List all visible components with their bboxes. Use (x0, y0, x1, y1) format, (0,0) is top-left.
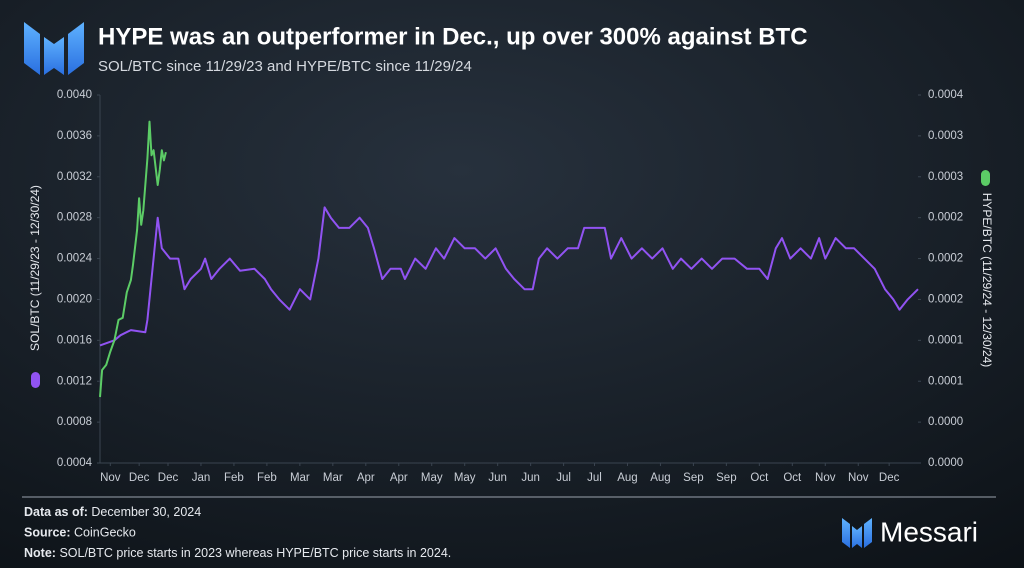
y2-tick-label: 0.0004 (928, 89, 964, 101)
footer-note-label: Data as of: (24, 505, 88, 519)
footer-note: Data as of: December 30, 2024 (24, 505, 201, 519)
x-tick-label: Feb (257, 472, 277, 484)
x-tick-label: Mar (323, 472, 343, 484)
footer-note: Source: CoinGecko (24, 526, 136, 540)
x-tick-label: Jan (192, 472, 211, 484)
y2-tick-label: 0.0002 (928, 293, 963, 305)
y-tick-label: 0.0008 (57, 416, 92, 428)
x-tick-label: Aug (617, 472, 637, 484)
y2-tick-label: 0.0001 (928, 375, 963, 387)
x-tick-label: Nov (815, 472, 836, 484)
x-tick-label: Apr (357, 472, 375, 484)
y-tick-label: 0.0016 (57, 334, 92, 346)
y2-tick-label: 0.0001 (928, 334, 963, 346)
x-tick-label: May (421, 472, 443, 484)
y2-tick-label: 0.0003 (928, 171, 963, 183)
y2-tick-label: 0.0003 (928, 130, 963, 142)
y-tick-label: 0.0040 (57, 89, 92, 101)
y-tick-label: 0.0036 (57, 130, 92, 142)
x-tick-label: May (454, 472, 476, 484)
x-tick-label: Jul (587, 472, 602, 484)
x-tick-label: Sep (683, 472, 703, 484)
brand-logo (842, 518, 872, 548)
x-tick-label: Dec (129, 472, 150, 484)
footer-note-label: Source: (24, 526, 71, 540)
legend-swatch (981, 170, 990, 186)
y-tick-label: 0.0020 (57, 293, 92, 305)
footer-note-label: Note: (24, 546, 56, 560)
footer-note-text: December 30, 2024 (91, 505, 201, 519)
y-tick-label: 0.0004 (57, 457, 93, 469)
x-tick-label: Mar (290, 472, 310, 484)
series-line (99, 120, 167, 398)
y-axis-label: SOL/BTC (11/29/23 - 12/30/24) (28, 185, 42, 351)
y-tick-label: 0.0032 (57, 171, 92, 183)
footer-note: Note: SOL/BTC price starts in 2023 where… (24, 546, 451, 560)
legend-swatch (31, 372, 40, 388)
series-line (99, 206, 919, 347)
x-tick-label: Oct (750, 472, 769, 484)
y2-axis-label: HYPE/BTC (11/29/24 - 12/30/24) (980, 193, 994, 368)
y2-tick-label: 0.0000 (928, 416, 963, 428)
x-tick-label: Aug (650, 472, 670, 484)
chart-subtitle: SOL/BTC since 11/29/23 and HYPE/BTC sinc… (98, 58, 472, 75)
x-tick-label: Dec (879, 472, 900, 484)
y-tick-label: 0.0012 (57, 375, 92, 387)
x-tick-label: Nov (100, 472, 121, 484)
footer-note-text: CoinGecko (74, 526, 136, 540)
x-tick-label: Feb (224, 472, 244, 484)
y2-tick-label: 0.0002 (928, 212, 963, 224)
logo (24, 22, 84, 75)
x-tick-label: Apr (390, 472, 408, 484)
x-tick-label: Oct (783, 472, 802, 484)
x-tick-label: Dec (158, 472, 179, 484)
y2-tick-label: 0.0002 (928, 253, 963, 265)
y-tick-label: 0.0028 (57, 212, 92, 224)
y-tick-label: 0.0024 (57, 253, 93, 265)
brand-name: Messari (880, 516, 978, 547)
x-tick-label: Jun (521, 472, 540, 484)
x-tick-label: Jul (556, 472, 571, 484)
x-tick-label: Sep (716, 472, 736, 484)
y2-tick-label: 0.0000 (928, 457, 963, 469)
chart-title: HYPE was an outperformer in Dec., up ove… (98, 23, 808, 50)
x-tick-label: Nov (848, 472, 869, 484)
footer-note-text: SOL/BTC price starts in 2023 whereas HYP… (59, 546, 451, 560)
x-tick-label: Jun (488, 472, 507, 484)
